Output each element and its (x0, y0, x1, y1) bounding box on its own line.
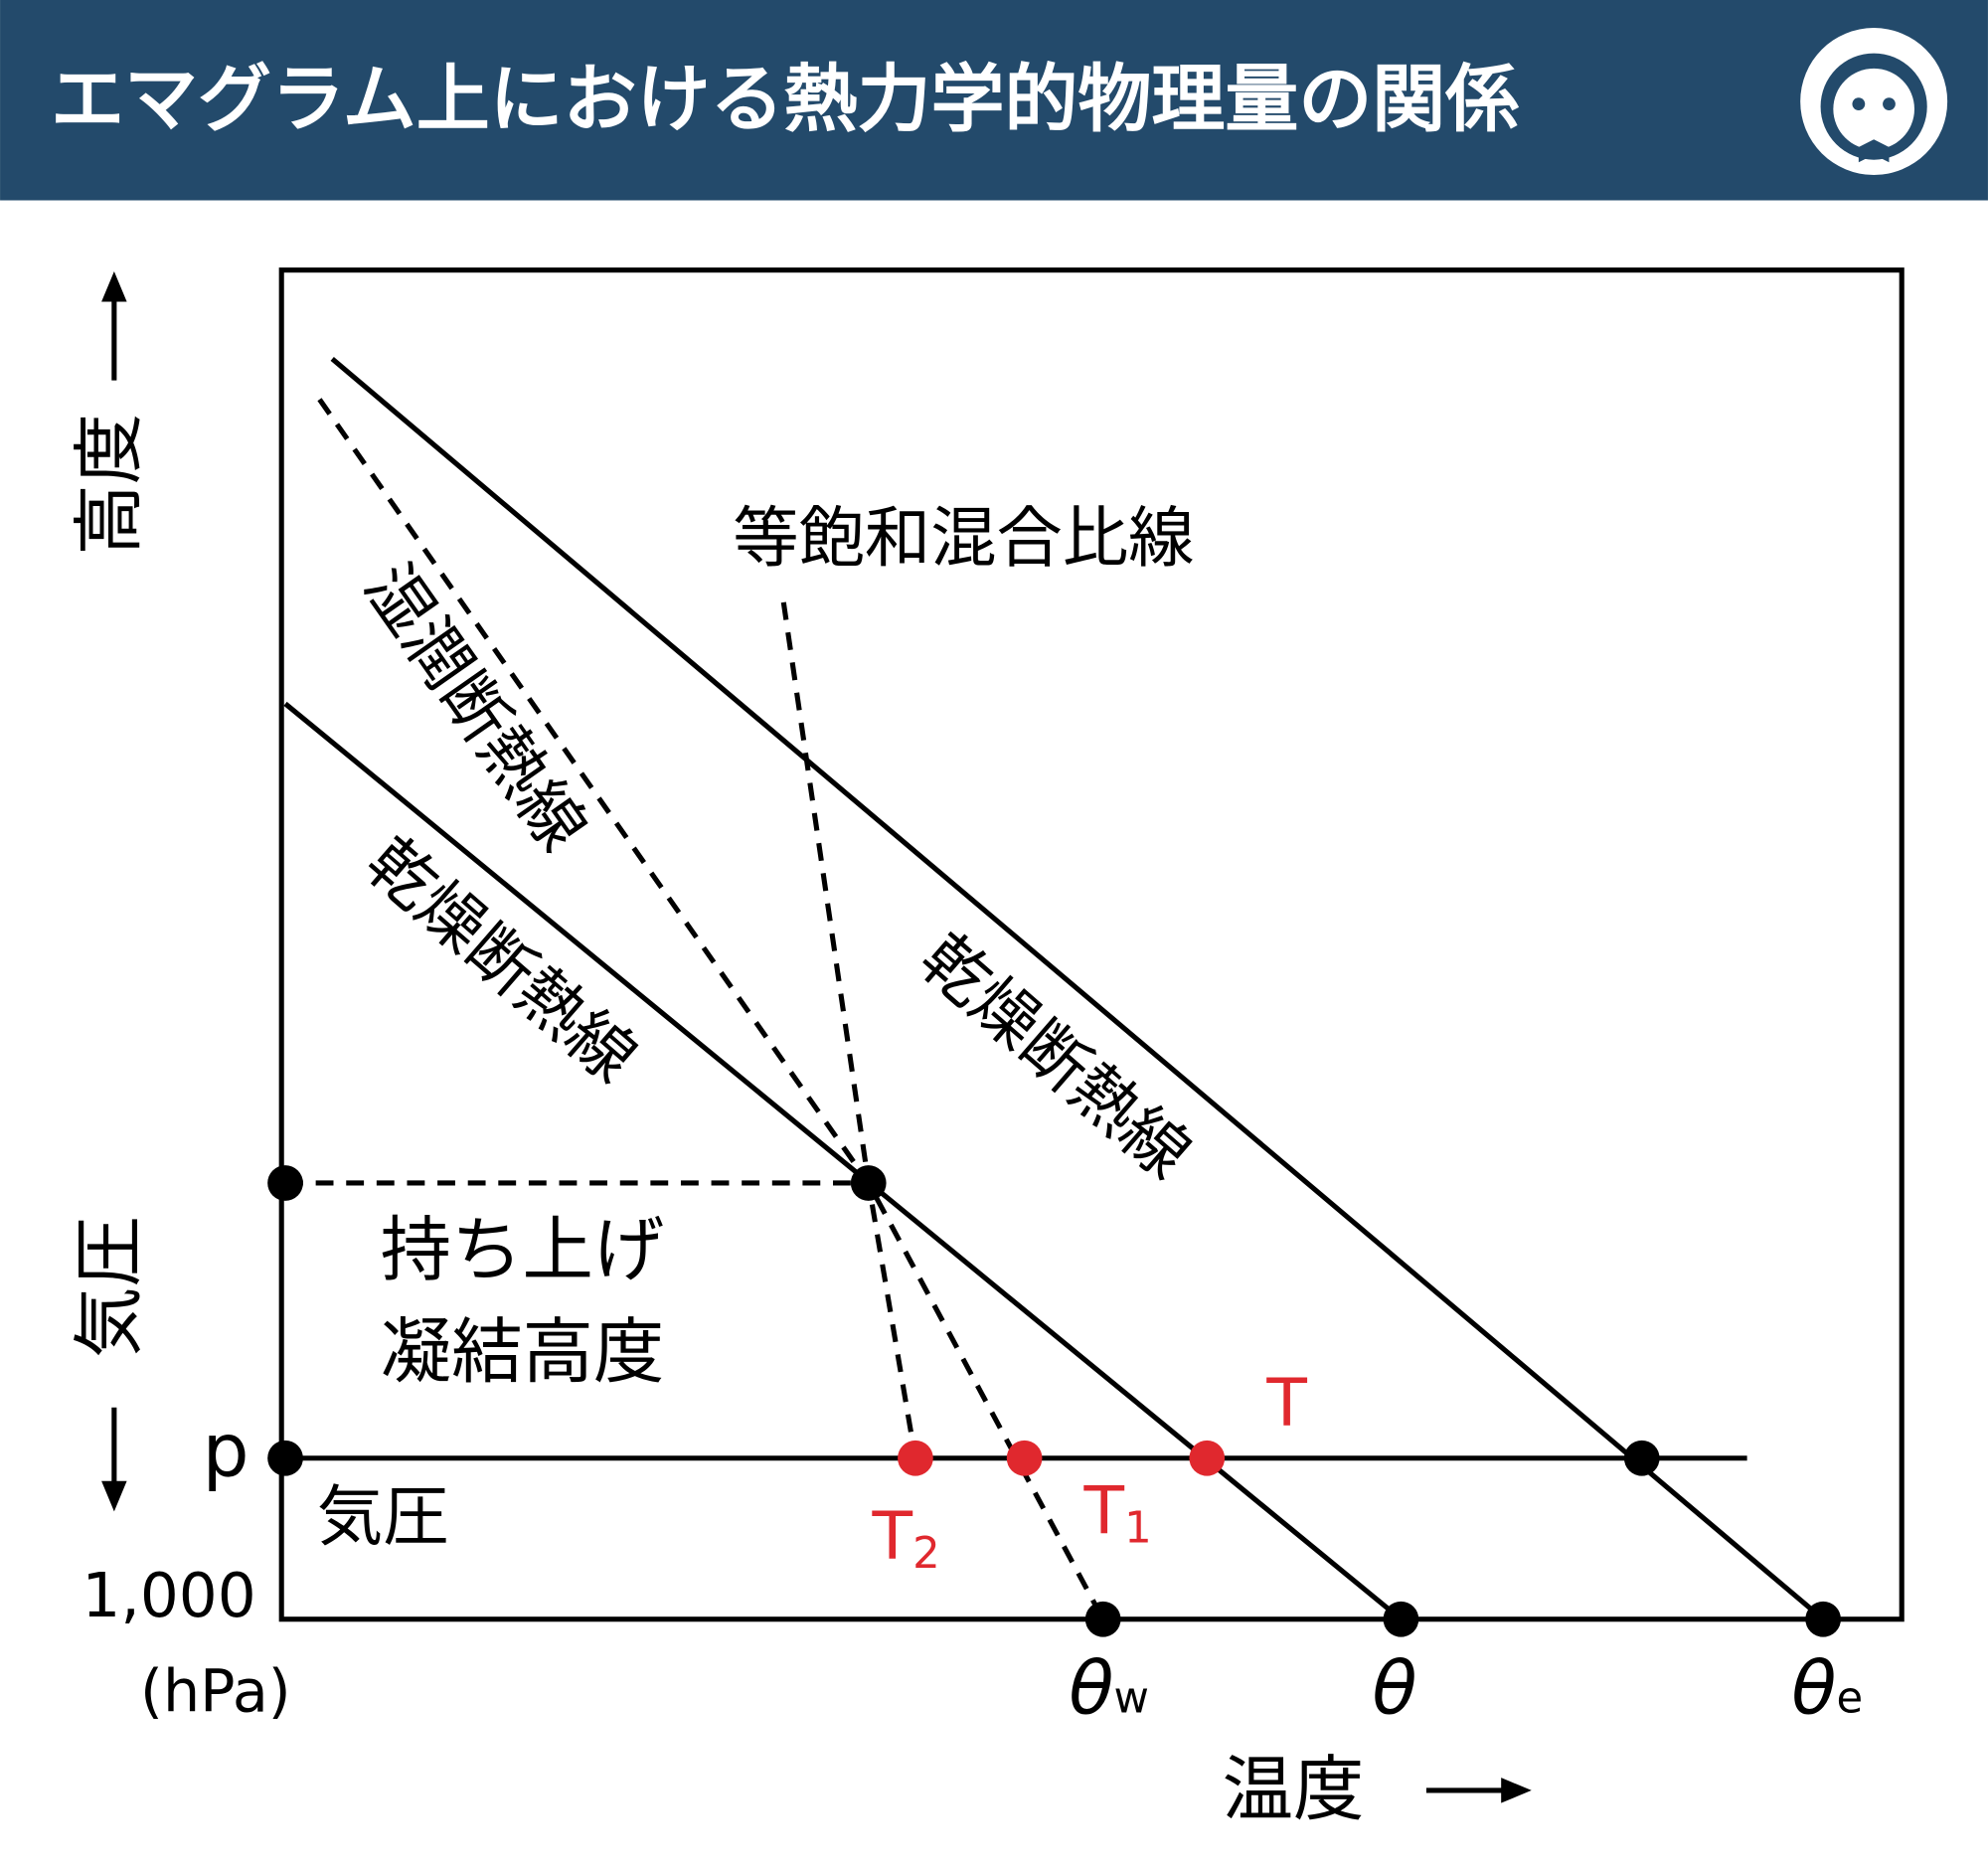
temperature-points (898, 1440, 1226, 1476)
y-axis-label: 高度 (68, 414, 150, 556)
mixing-ratio-line (780, 601, 918, 1459)
points (267, 1165, 1841, 1637)
symbol: T (1083, 1471, 1125, 1549)
subscript: 1 (1124, 1503, 1152, 1553)
mixing-ratio-label: 等飽和混合比線 (733, 499, 1194, 577)
theta-label: θw (1069, 1645, 1149, 1731)
symbol: T (1265, 1364, 1307, 1442)
temperature-label: T1 (1083, 1471, 1152, 1553)
y-axis-label: 気圧 (68, 1216, 150, 1358)
arrow-up (101, 270, 127, 381)
dry-adiabat-label: 乾燥断熱線 (352, 822, 651, 1097)
temperature-label: T2 (872, 1497, 940, 1579)
subscript: 2 (912, 1528, 940, 1578)
lcl-label: 凝結高度 (381, 1310, 665, 1393)
theta-label: θ (1372, 1645, 1416, 1731)
logo (1800, 28, 1948, 176)
surface-pressure: 1,000 (82, 1561, 255, 1631)
subscript: e (1837, 1673, 1864, 1723)
symbol: T (872, 1497, 913, 1575)
header-bar (0, 0, 1988, 201)
dry-adiabat-left (283, 701, 1404, 1621)
temperature-label: T (1265, 1364, 1307, 1442)
title: エマグラム上における熱力学的物理量の関係 (51, 57, 1519, 142)
unit: (hPa) (140, 1657, 291, 1725)
symbol: θ (1791, 1645, 1836, 1731)
subscript: w (1114, 1673, 1149, 1723)
x-axis-label: 温度 (1223, 1748, 1365, 1830)
dry-adiabat-right (330, 357, 1825, 1621)
symbol: θ (1372, 1645, 1416, 1731)
pressure-line-label: 気圧 (317, 1478, 449, 1556)
moist-adiabat-label: 湿潤断熱線 (350, 550, 602, 864)
pressure-symbol: p (203, 1409, 249, 1494)
theta-label: θe (1791, 1645, 1863, 1731)
arrow-down (101, 1407, 127, 1512)
symbol: θ (1069, 1645, 1113, 1731)
lcl-label: 持ち上げ (381, 1209, 665, 1291)
arrow-right (1425, 1778, 1532, 1803)
